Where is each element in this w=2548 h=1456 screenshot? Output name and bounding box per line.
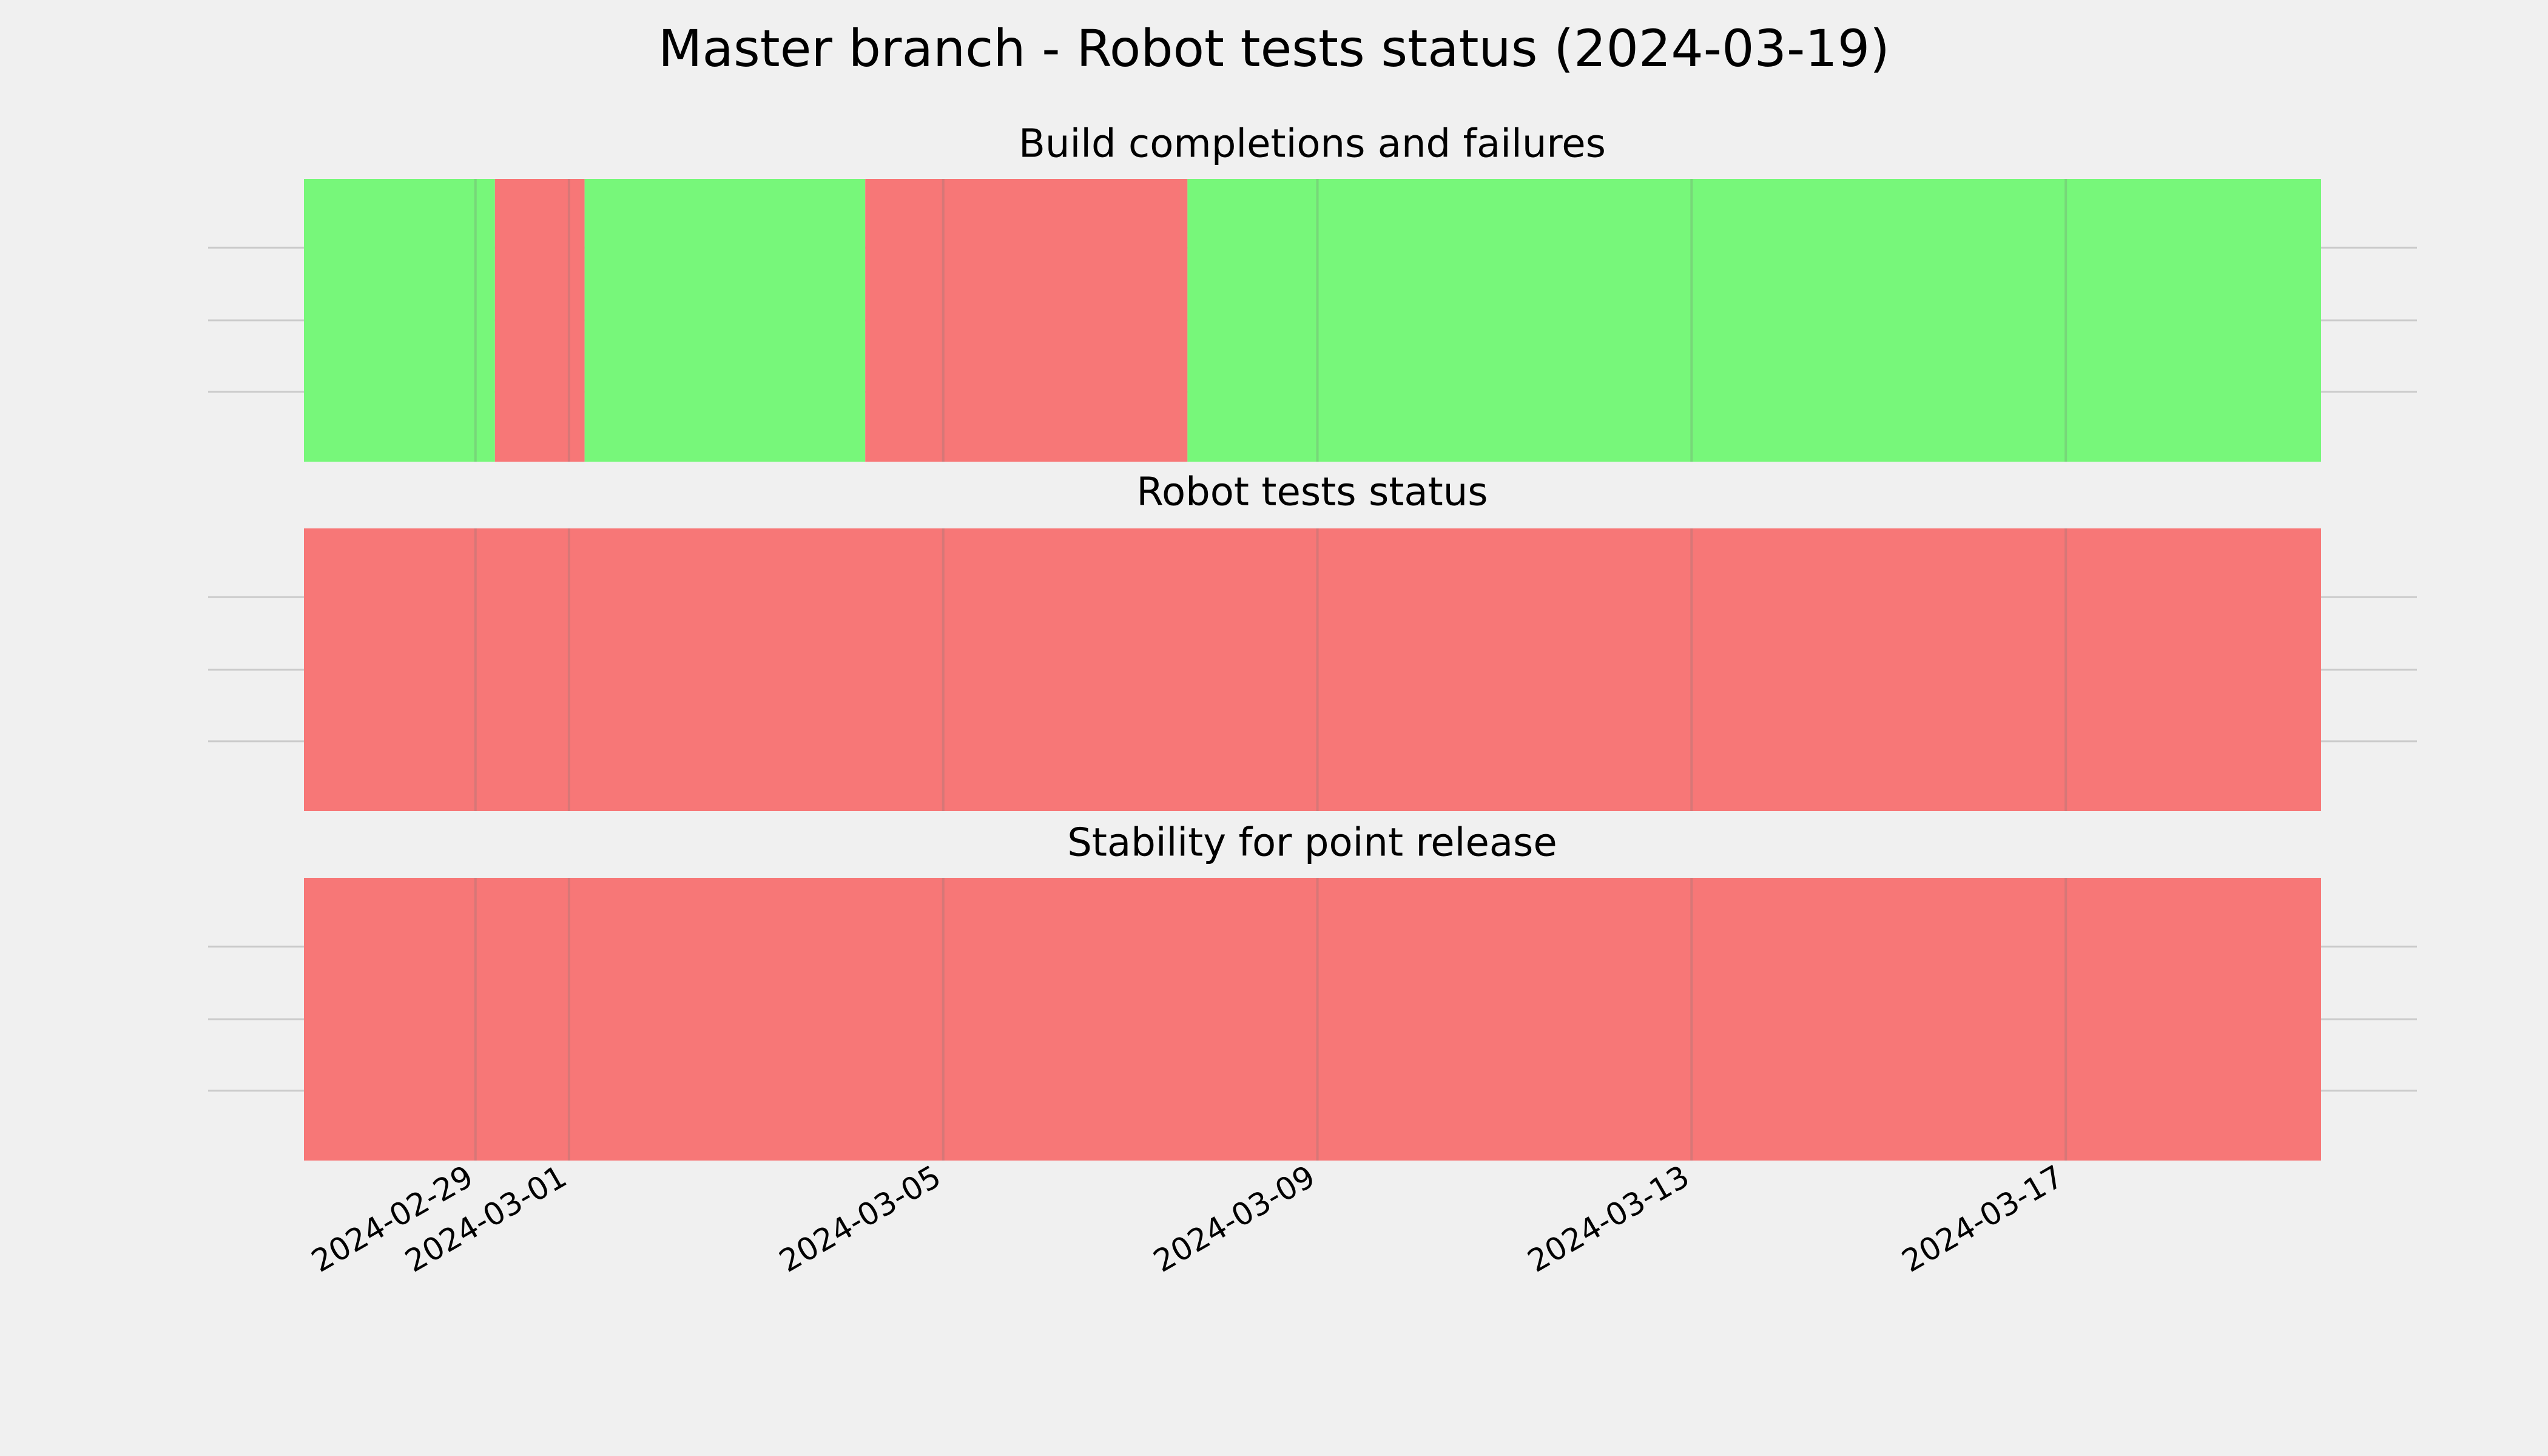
panel-title: Stability for point release [1067,821,1557,866]
status-span [304,878,2321,1161]
status-span [304,528,2321,811]
panel-title: Build completions and failures [1019,122,1606,167]
panel-title: Robot tests status [1136,470,1488,515]
chart-title: Master branch - Robot tests status (2024… [658,19,1890,78]
status-span [584,179,866,462]
status-span [494,179,585,462]
status-span [1187,179,2321,462]
status-span [865,179,1188,462]
status-span [304,179,495,462]
